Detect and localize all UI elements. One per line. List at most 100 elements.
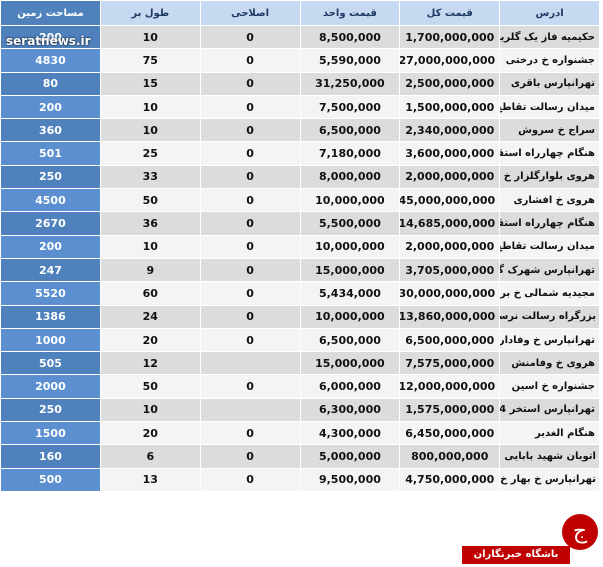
table-cell: بزرگراه رسالت نرسیده به مجیدیه شمالی: [499, 304, 600, 329]
table-cell: 2,500,000,000: [399, 71, 501, 96]
table-cell: حکیمیه فاز یک گلریز: [499, 24, 600, 50]
table-cell: 12,000,000,000: [399, 374, 501, 399]
table-row: سراج خ سروش 2,340,000,000 6,500,000 0 10 360: [0, 118, 600, 143]
table-cell: 0: [199, 467, 301, 492]
header-row: ادرس قیمت کل قیمت واحد اصلاحی طول بر مساحت زم…: [0, 0, 600, 26]
table-row: تهرانپارس باقری 2,500,000,000 31,250,000 0 1…: [0, 71, 600, 96]
table-cell: 36: [99, 211, 201, 236]
table-cell: 9,500,000: [299, 467, 401, 492]
table-cell: 200: [0, 94, 101, 120]
table-row: هروی خ وفامنش 7,575,000,000 15,000,000 12 50…: [0, 351, 600, 376]
table-cell: 250: [0, 397, 101, 423]
table-cell: 27,000,000,000: [399, 48, 501, 73]
table-row: جشنواره خ درختی 27,000,000,000 5,590,000 0 7…: [0, 48, 600, 73]
table-cell: 0: [199, 48, 301, 73]
table-cell: سراج خ سروش: [499, 118, 600, 143]
table-cell: 160: [0, 444, 101, 469]
table-cell: 10: [99, 234, 201, 259]
logo: ج باشگاه خبرنگاران: [462, 508, 602, 566]
table-cell: 7,575,000,000: [399, 351, 501, 376]
table-cell: 1,575,000,000: [399, 397, 501, 423]
table-cell: 0: [199, 234, 301, 259]
table-cell: 2,000,000,000: [399, 234, 501, 259]
table-cell: 0: [199, 24, 301, 50]
table-cell: 33: [99, 164, 201, 190]
table-cell: 2,340,000,000: [399, 118, 501, 143]
table-cell: 6,300,000: [299, 397, 401, 423]
table-cell: 50: [99, 188, 201, 213]
table-cell: 10,000,000: [299, 188, 401, 213]
table-row: جشنواره خ اسین 12,000,000,000 6,000,000 0 50…: [0, 374, 600, 399]
table-cell: 0: [199, 374, 301, 399]
table-cell: [199, 351, 301, 376]
table-row: هنگام چهارراه استقلال14,685,000,0005,500…: [0, 211, 600, 236]
table-cell: 4,750,000,000: [399, 467, 501, 492]
table-cell: 20: [99, 327, 201, 353]
table-cell: 10: [99, 94, 201, 120]
table-row: هروی خ افشاری 45,000,000,000 10,000,000 0 50…: [0, 188, 600, 213]
table-cell: میدان رسالت تقاطع فرجام غربی: [499, 234, 600, 259]
table-cell: 360: [0, 118, 101, 143]
table-cell: 1000: [0, 327, 101, 353]
table-cell: اتوبان شهید بابایی نرسیده به پارک علم و …: [499, 444, 600, 469]
table-cell: 15,000,000: [299, 257, 401, 283]
logo-icon: ج: [562, 514, 598, 550]
table-cell: 80: [0, 71, 101, 96]
table-row: بزرگراه رسالت نرسیده به مجیدیه شمالی13,8…: [0, 304, 600, 329]
table-cell: جشنواره خ اسین: [499, 374, 600, 399]
table-cell: 10: [99, 397, 201, 423]
table-cell: 0: [199, 304, 301, 329]
table-cell: 0: [199, 71, 301, 96]
table-cell: 7,500,000: [299, 94, 401, 120]
table-cell: 247: [0, 257, 101, 283]
table-row: تهرانپارس شهرک گلستان3,705,000,00015,000…: [0, 257, 600, 283]
table-cell: 10: [99, 24, 201, 50]
table-cell: 4500: [0, 188, 101, 213]
table-cell: 9: [99, 257, 201, 283]
table-cell: 0: [199, 281, 301, 306]
table-cell: 0: [199, 257, 301, 283]
table-cell: 505: [0, 351, 101, 376]
table-cell: تهرانپارس استخر 244شرقی: [499, 397, 600, 423]
table-cell: 6: [99, 444, 201, 469]
table-cell: 45,000,000,000: [399, 188, 501, 213]
table-cell: 500: [0, 467, 101, 492]
table-cell: 8,500,000: [299, 24, 401, 50]
table-row: تهرانپارس خ بهار خ شهید داوری4,750,000,0…: [0, 467, 600, 492]
table-cell: 3,600,000,000: [399, 141, 501, 166]
table-cell: 5,500,000: [299, 211, 401, 236]
table-cell: مجیدیه شمالی خ برنوی: [499, 281, 600, 306]
table-cell: 10,000,000: [299, 234, 401, 259]
table-cell: 5,434,000: [299, 281, 401, 306]
table-cell: [199, 397, 301, 423]
table-cell: هروی خ افشاری: [499, 188, 600, 213]
table-cell: 6,500,000,000: [399, 327, 501, 353]
table-cell: 50: [99, 374, 201, 399]
table-cell: 15,000,000: [299, 351, 401, 376]
table-cell: 0: [199, 141, 301, 166]
table-cell: 8,000,000: [299, 164, 401, 190]
watermark: seratnews.ir: [6, 34, 91, 48]
table-cell: 25: [99, 141, 201, 166]
table-cell: 5,000,000: [299, 444, 401, 469]
table-cell: 13: [99, 467, 201, 492]
table-cell: 30,000,000,000: [399, 281, 501, 306]
table-cell: 1386: [0, 304, 101, 329]
table-cell: هنگام چهارراه استقلال: [499, 211, 600, 236]
table-cell: 0: [199, 211, 301, 236]
table-cell: 4,300,000: [299, 421, 401, 446]
table-row: اتوبان شهید بابایی نرسیده به پارک علم و …: [0, 444, 600, 469]
table-cell: 5520: [0, 281, 101, 306]
column-header: قیمت واحد: [299, 0, 401, 26]
table-cell: 2,000,000,000: [399, 164, 501, 190]
table-cell: 200: [0, 234, 101, 259]
table-cell: 6,500,000: [299, 327, 401, 353]
table-cell: 1500: [0, 421, 101, 446]
table-row: هروی بلوارگلزار خ ادیب2,000,000,0008,000…: [0, 164, 600, 190]
price-table: ادرس قیمت کل قیمت واحد اصلاحی طول بر مساحت زم…: [0, 0, 600, 492]
column-header: قیمت کل: [399, 0, 501, 26]
table-row: هنگام الغدیر 6,450,000,000 4,300,000 0 20 150…: [0, 421, 600, 446]
table-cell: هروی بلوارگلزار خ ادیب: [499, 164, 600, 190]
table-cell: 6,450,000,000: [399, 421, 501, 446]
table-cell: 501: [0, 141, 101, 166]
